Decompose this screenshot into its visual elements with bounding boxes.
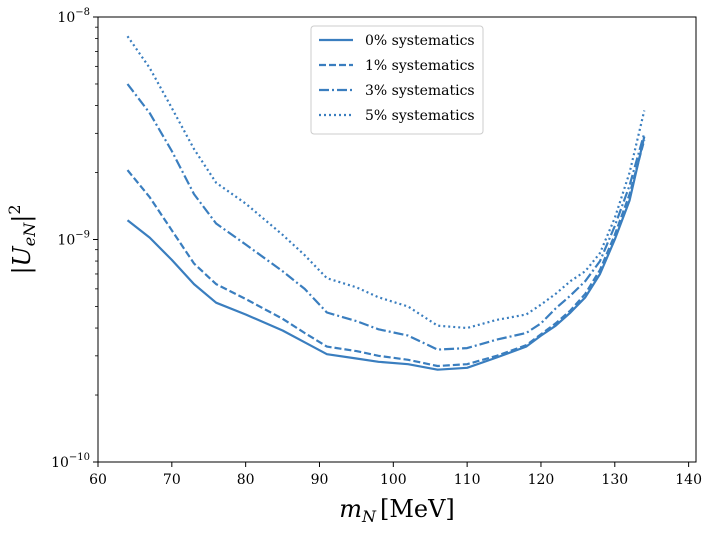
legend-label: 3% systematics — [365, 83, 475, 99]
x-tick-label: 130 — [601, 472, 628, 488]
y-tick-base: 10 — [57, 233, 75, 249]
y-tick-label: 10−8 — [57, 7, 90, 26]
x-tick-label: 70 — [163, 472, 181, 488]
x-tick-label: 60 — [89, 472, 107, 488]
legend-label: 5% systematics — [365, 108, 475, 124]
y-tick-label: 10−9 — [57, 230, 90, 249]
x-tick-label: 140 — [675, 472, 702, 488]
legend-label: 0% systematics — [365, 33, 475, 49]
y-axis-title-symbol: U — [8, 245, 36, 266]
legend: 0% systematics 1% systematics 3% systemati… — [310, 25, 484, 135]
series-line-dotted — [126, 35, 646, 330]
legend-box — [310, 25, 484, 135]
y-tick-base: 10 — [57, 10, 75, 26]
y-axis-title-bar-left: | — [8, 266, 37, 274]
x-axis-ticks: 60 70 80 90 100 110 120 130 140 — [89, 462, 702, 488]
y-axis-title-exponent: 2 — [5, 204, 24, 214]
series-line-dashed — [126, 139, 646, 368]
series-line-solid — [126, 136, 646, 371]
x-tick-label: 90 — [311, 472, 329, 488]
x-tick-label: 120 — [528, 472, 555, 488]
series-layer — [126, 35, 646, 371]
legend-label: 1% systematics — [365, 58, 475, 74]
y-tick-exponent: −10 — [69, 452, 90, 463]
series-line-dashdot — [126, 83, 646, 351]
y-axis-title: |UeN|2 — [5, 204, 39, 274]
y-tick-exponent: −9 — [75, 230, 90, 241]
y-tick-base: 10 — [51, 455, 69, 471]
x-tick-label: 80 — [237, 472, 255, 488]
x-tick-label: 110 — [454, 472, 481, 488]
x-axis-title-symbol: m — [339, 495, 362, 523]
plot-frame — [97, 16, 697, 463]
x-tick-label: 100 — [380, 472, 407, 488]
y-axis-title-subscript: eN — [20, 222, 39, 246]
x-axis-title-subscript: N — [361, 507, 377, 526]
y-tick-exponent: −8 — [75, 7, 90, 18]
y-axis-title-bar-right: | — [8, 215, 37, 223]
y-tick-label: 10−10 — [51, 452, 90, 471]
x-axis-title-unit: [MeV] — [380, 495, 455, 523]
x-axis-title: mN [MeV] — [339, 495, 455, 526]
